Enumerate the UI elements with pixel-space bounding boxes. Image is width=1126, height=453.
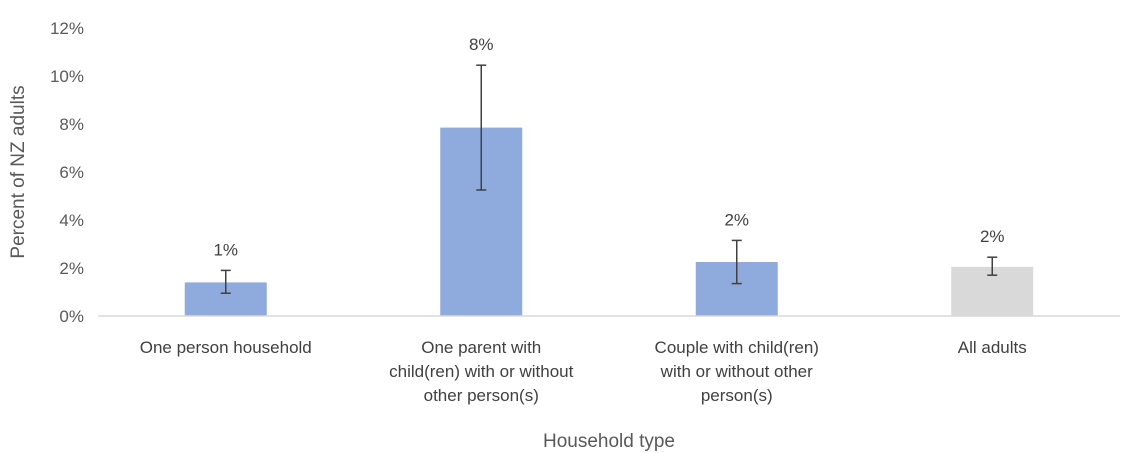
category-label-line: One person household: [140, 338, 312, 357]
data-label: 2%: [980, 227, 1005, 246]
category-label-line: other person(s): [424, 386, 539, 405]
data-label: 8%: [469, 35, 494, 54]
y-tick-label: 10%: [50, 67, 84, 86]
data-labels: 1% 8% 2% 2%: [213, 35, 1004, 259]
category-label-line: One parent with: [421, 338, 541, 357]
y-axis-title: Percent of NZ adults: [8, 85, 29, 258]
error-bar: [987, 256, 998, 276]
error-bars: [220, 64, 998, 294]
data-label: 1%: [213, 240, 238, 259]
category-labels: One person household One parent with child…: [140, 338, 1027, 405]
y-axis-ticks: 0% 2% 4% 6% 8% 10% 12%: [50, 19, 84, 326]
category-label-line: All adults: [958, 338, 1027, 357]
y-tick-label: 6%: [59, 163, 84, 182]
y-tick-label: 12%: [50, 19, 84, 38]
error-bar: [476, 64, 487, 191]
data-label: 2%: [724, 210, 749, 229]
x-axis-title: Household type: [543, 431, 675, 452]
bars: [184, 127, 1034, 316]
y-tick-label: 4%: [59, 211, 84, 230]
category-label: Couple with child(ren) with or without ot…: [655, 338, 819, 405]
category-label-line: Couple with child(ren): [655, 338, 819, 357]
category-label: One person household: [140, 338, 312, 357]
category-label: All adults: [958, 338, 1027, 357]
error-bar: [731, 239, 742, 285]
y-tick-label: 8%: [59, 115, 84, 134]
y-tick-label: 2%: [59, 259, 84, 278]
error-bar: [220, 269, 231, 294]
category-label-line: child(ren) with or without: [389, 362, 574, 381]
y-tick-label: 0%: [59, 307, 84, 326]
category-label-line: with or without other: [660, 362, 813, 381]
category-label-line: person(s): [701, 386, 773, 405]
category-label: One parent with child(ren) with or withou…: [389, 338, 574, 405]
